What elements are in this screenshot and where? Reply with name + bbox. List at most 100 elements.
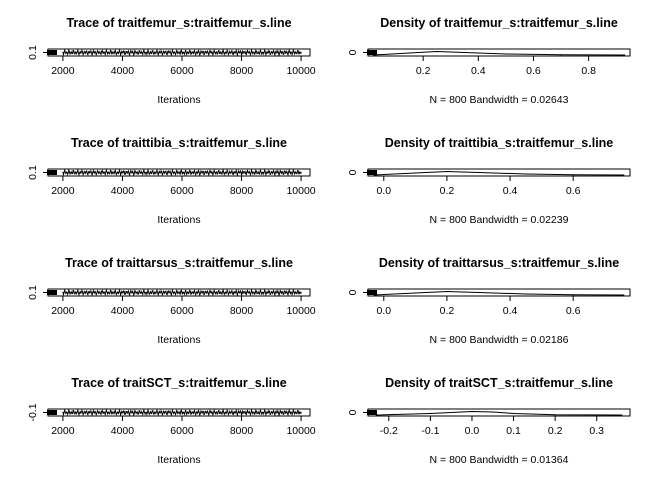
data-point — [623, 294, 625, 296]
data-point — [121, 171, 123, 174]
panel-density-1: Density of traittibia_s:traitfemur_s.lin… — [347, 136, 631, 226]
x-tick-label: 0.4 — [471, 65, 486, 77]
x-tick-label: 4000 — [111, 65, 135, 77]
x-tick-label: 0.2 — [548, 425, 563, 437]
x-axis-label: Iterations — [157, 454, 200, 466]
x-tick-label: 6000 — [170, 185, 194, 197]
x-tick-label: 8000 — [230, 185, 254, 197]
x-tick-label: -0.2 — [380, 425, 398, 437]
data-point — [240, 411, 243, 414]
x-tick-label: 6000 — [170, 305, 194, 317]
data-point — [300, 291, 302, 294]
data-point — [300, 51, 302, 54]
panel-title: Trace of traittibia_s:traitfemur_s.line — [71, 136, 287, 150]
data-point — [121, 411, 123, 414]
data-point — [300, 171, 302, 174]
data-point — [414, 292, 416, 294]
y-tick-label: 0.1 — [27, 165, 39, 180]
data-point — [513, 412, 515, 415]
x-tick-label: 0.4 — [503, 305, 518, 317]
data-point — [477, 291, 480, 294]
series-line — [374, 170, 624, 176]
data-point — [446, 290, 448, 293]
x-tick-label: 4000 — [111, 425, 135, 437]
panel-density-3: Density of traitSCT_s:traitfemur_s.line -… — [347, 376, 631, 466]
x-axis-label: N = 800 Bandwidth = 0.01364 — [430, 454, 569, 466]
data-point — [572, 174, 574, 176]
panel-title: Trace of traitfemur_s:traitfemur_s.line — [66, 16, 291, 30]
x-tick-label: 4000 — [111, 185, 135, 197]
data-point — [62, 411, 64, 414]
y-axis-mark — [47, 290, 57, 295]
series-line — [374, 290, 624, 296]
x-axis-label: Iterations — [157, 334, 200, 346]
panel-density-2: Density of traittarsus_s:traitfemur_s.li… — [347, 256, 631, 346]
data-point — [554, 414, 556, 416]
panel-title: Trace of traittarsus_s:traitfemur_s.line — [65, 256, 293, 270]
data-point — [414, 172, 416, 174]
y-tick-label: 0 — [347, 289, 359, 295]
data-point — [240, 171, 243, 174]
y-axis-mark — [47, 410, 57, 415]
y-tick-label: 0.1 — [27, 285, 39, 300]
x-tick-label: 2000 — [51, 185, 75, 197]
panel-trace-0: Trace of traitfemur_s:traitfemur_s.line 2… — [27, 16, 316, 106]
x-tick-label: 0.6 — [566, 305, 581, 317]
x-tick-label: 8000 — [230, 65, 254, 77]
panel-trace-1: Trace of traittibia_s:traitfemur_s.line 2… — [27, 136, 316, 226]
x-tick-label: 8000 — [230, 425, 254, 437]
data-point — [240, 291, 243, 294]
x-tick-label: 6000 — [170, 65, 194, 77]
data-point — [429, 412, 431, 415]
y-axis-mark — [47, 170, 57, 175]
y-tick-label: 0 — [347, 49, 359, 55]
data-point — [525, 293, 527, 295]
x-tick-label: 0.2 — [416, 65, 431, 77]
panel-trace-2: Trace of traittarsus_s:traitfemur_s.line… — [27, 256, 316, 346]
data-point — [446, 170, 448, 173]
data-point — [121, 291, 123, 294]
x-tick-label: 0.4 — [503, 185, 518, 197]
y-axis-mark — [367, 50, 377, 55]
data-point — [300, 411, 302, 414]
x-tick-label: 4000 — [111, 305, 135, 317]
x-tick-label: 10000 — [286, 65, 315, 77]
data-point — [505, 53, 507, 55]
data-point — [477, 171, 480, 174]
data-point — [62, 51, 64, 54]
data-point — [471, 410, 473, 413]
panel-title: Density of traitfemur_s:traitfemur_s.lin… — [380, 16, 618, 30]
data-point — [181, 51, 183, 54]
y-tick-label: 0.1 — [27, 45, 39, 60]
y-axis-mark — [367, 170, 377, 175]
panel-title: Density of traitSCT_s:traitfemur_s.line — [385, 376, 613, 390]
x-tick-label: 10000 — [286, 185, 315, 197]
data-point — [408, 52, 410, 54]
data-point — [240, 51, 243, 54]
data-point — [62, 291, 64, 294]
x-axis-label: N = 800 Bandwidth = 0.02643 — [430, 94, 569, 106]
panel-title: Trace of traitSCT_s:traitfemur_s.line — [71, 376, 286, 390]
series-line — [376, 410, 622, 416]
data-point — [623, 54, 626, 56]
x-tick-label: 0.2 — [440, 305, 455, 317]
y-axis-mark — [367, 410, 377, 415]
data-point — [181, 171, 183, 174]
x-tick-label: 0.8 — [581, 65, 596, 77]
x-tick-label: 0.6 — [526, 65, 541, 77]
x-tick-label: 0.2 — [440, 185, 455, 197]
panel-trace-3: Trace of traitSCT_s:traitfemur_s.line 200… — [27, 376, 316, 466]
panel-title: Density of traittarsus_s:traitfemur_s.li… — [379, 256, 619, 270]
data-point — [463, 51, 466, 54]
x-tick-label: 2000 — [51, 65, 75, 77]
data-point — [181, 291, 183, 294]
data-point — [621, 414, 623, 416]
x-axis-label: N = 800 Bandwidth = 0.02239 — [430, 214, 569, 226]
x-tick-label: 8000 — [230, 305, 254, 317]
x-tick-label: 0.1 — [506, 425, 521, 437]
data-point — [436, 50, 438, 53]
y-tick-label: 0 — [347, 169, 359, 175]
y-tick-label: 0 — [347, 409, 359, 415]
data-point — [62, 171, 64, 174]
